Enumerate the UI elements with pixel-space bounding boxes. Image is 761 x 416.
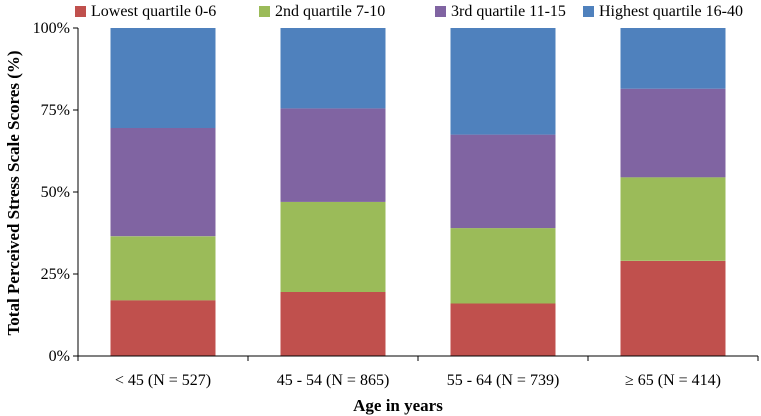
legend-label-2: 2nd quartile 7-10 <box>275 3 385 20</box>
bar-segment-3-1 <box>110 128 216 237</box>
bar-segment-4-2 <box>280 28 386 109</box>
legend: Lowest quartile 0-6 2nd quartile 7-10 3rd … <box>75 3 743 20</box>
x-axis-title: Age in years <box>353 396 443 415</box>
bar-segment-4-3 <box>450 28 556 135</box>
bar-segment-2-2 <box>280 201 386 292</box>
y-tick-label: 0% <box>49 348 70 365</box>
y-tick-label: 25% <box>41 266 70 283</box>
bar-segment-2-4 <box>620 177 726 261</box>
legend-label-3: 3rd quartile 11-15 <box>451 3 566 20</box>
legend-label-1: Lowest quartile 0-6 <box>91 3 216 20</box>
bar-segment-3-3 <box>450 134 556 229</box>
legend-swatch-3 <box>435 6 446 17</box>
legend-swatch-2 <box>259 6 270 17</box>
legend-swatch-4 <box>583 6 594 17</box>
tick-labels: 0% 25% 50% 75% 100% < 45 (N = 527) 45 - 54 (N … <box>33 20 721 389</box>
axes <box>73 27 759 361</box>
bar-segment-1-2 <box>280 292 386 356</box>
bar-segment-4-1 <box>110 28 216 128</box>
legend-swatch-1 <box>75 6 86 17</box>
bar-segment-3-2 <box>280 108 386 202</box>
bar-segment-1-4 <box>620 260 726 356</box>
x-tick-label: 55 - 64 (N = 739) <box>447 372 560 389</box>
bar-segment-3-4 <box>620 88 726 178</box>
legend-label-4: Highest quartile 16-40 <box>599 3 743 20</box>
y-tick-label: 75% <box>41 102 70 119</box>
bar-segment-1-3 <box>450 303 556 356</box>
x-tick-label: < 45 (N = 527) <box>115 372 211 389</box>
bar-segment-1-1 <box>110 300 216 356</box>
x-tick-label: 45 - 54 (N = 865) <box>277 372 390 389</box>
y-tick-label: 100% <box>33 20 70 37</box>
x-tick-label: ≥ 65 (N = 414) <box>625 372 721 389</box>
bar-segment-2-1 <box>110 236 216 301</box>
bar-segment-4-4 <box>620 28 726 89</box>
y-axis-title: Total Perceived Stress Scale Scores (%) <box>4 50 23 335</box>
y-tick-label: 50% <box>41 184 70 201</box>
bars <box>110 28 726 356</box>
bar-segment-2-3 <box>450 228 556 304</box>
